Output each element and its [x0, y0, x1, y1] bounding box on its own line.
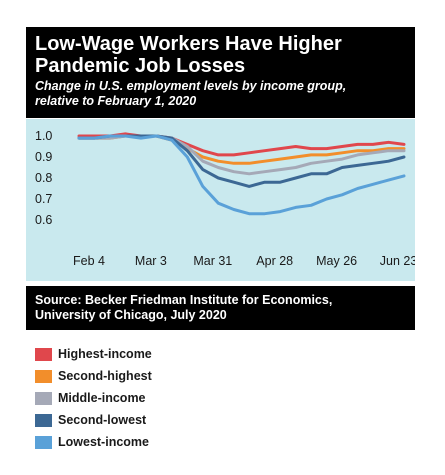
legend-swatch [35, 369, 52, 383]
legend-label: Lowest-income [58, 435, 149, 449]
legend-label: Highest-income [58, 347, 152, 361]
x-tick-label: May 26 [316, 254, 357, 268]
legend-label: Middle-income [58, 391, 146, 405]
plot-area: 1.0 0.9 0.8 0.7 0.6 Feb 4 Mar 3 Mar 31 Apr 28 May… [26, 119, 415, 281]
series-line-second-highest [77, 134, 406, 165]
chart-subtitle: Change in U.S. employment levels by inco… [35, 79, 407, 109]
legend-item: Second-lowest [35, 409, 152, 431]
chart-subtitle-line-2: relative to February 1, 2020 [35, 94, 197, 108]
y-tick-label: 0.7 [35, 192, 52, 206]
x-tick-label: Jun 23 [380, 254, 415, 268]
source-note: Source: Becker Friedman Institute for Ec… [26, 286, 415, 330]
y-tick-label: 0.6 [35, 213, 52, 227]
legend-item: Middle-income [35, 387, 152, 409]
series-line-lowest-income [77, 134, 406, 216]
legend: Highest-income Second-highest Middle-incom… [35, 343, 152, 453]
chart-subtitle-line-1: Change in U.S. employment levels by inco… [35, 79, 347, 93]
chart-title-line-2: Pandemic Job Losses [35, 55, 246, 77]
legend-swatch [35, 347, 52, 361]
legend-item: Second-highest [35, 365, 152, 387]
y-tick-label: 0.8 [35, 171, 52, 185]
source-line-1: Source: Becker Friedman Institute for Ec… [35, 293, 333, 307]
y-tick-label: 0.9 [35, 150, 52, 164]
y-tick-label: 1.0 [35, 129, 52, 143]
line-chart: 1.0 0.9 0.8 0.7 0.6 Feb 4 Mar 3 Mar 31 Apr 28 May… [35, 129, 415, 268]
source-line-2: University of Chicago, July 2020 [35, 308, 227, 322]
legend-swatch [35, 413, 52, 427]
legend-swatch [35, 435, 52, 449]
x-tick-label: Apr 28 [256, 254, 293, 268]
legend-label: Second-highest [58, 369, 152, 383]
chart-title-line-1: Low-Wage Workers Have Higher [35, 33, 342, 55]
legend-item: Highest-income [35, 343, 152, 365]
x-tick-label: Mar 31 [193, 254, 232, 268]
x-tick-label: Feb 4 [73, 254, 105, 268]
chart-title: Low-Wage Workers Have Higher Pandemic Jo… [35, 33, 407, 77]
legend-item: Lowest-income [35, 431, 152, 453]
legend-label: Second-lowest [58, 413, 147, 427]
legend-swatch [35, 391, 52, 405]
chart-header: Low-Wage Workers Have Higher Pandemic Jo… [26, 27, 415, 118]
x-tick-label: Mar 3 [135, 254, 167, 268]
